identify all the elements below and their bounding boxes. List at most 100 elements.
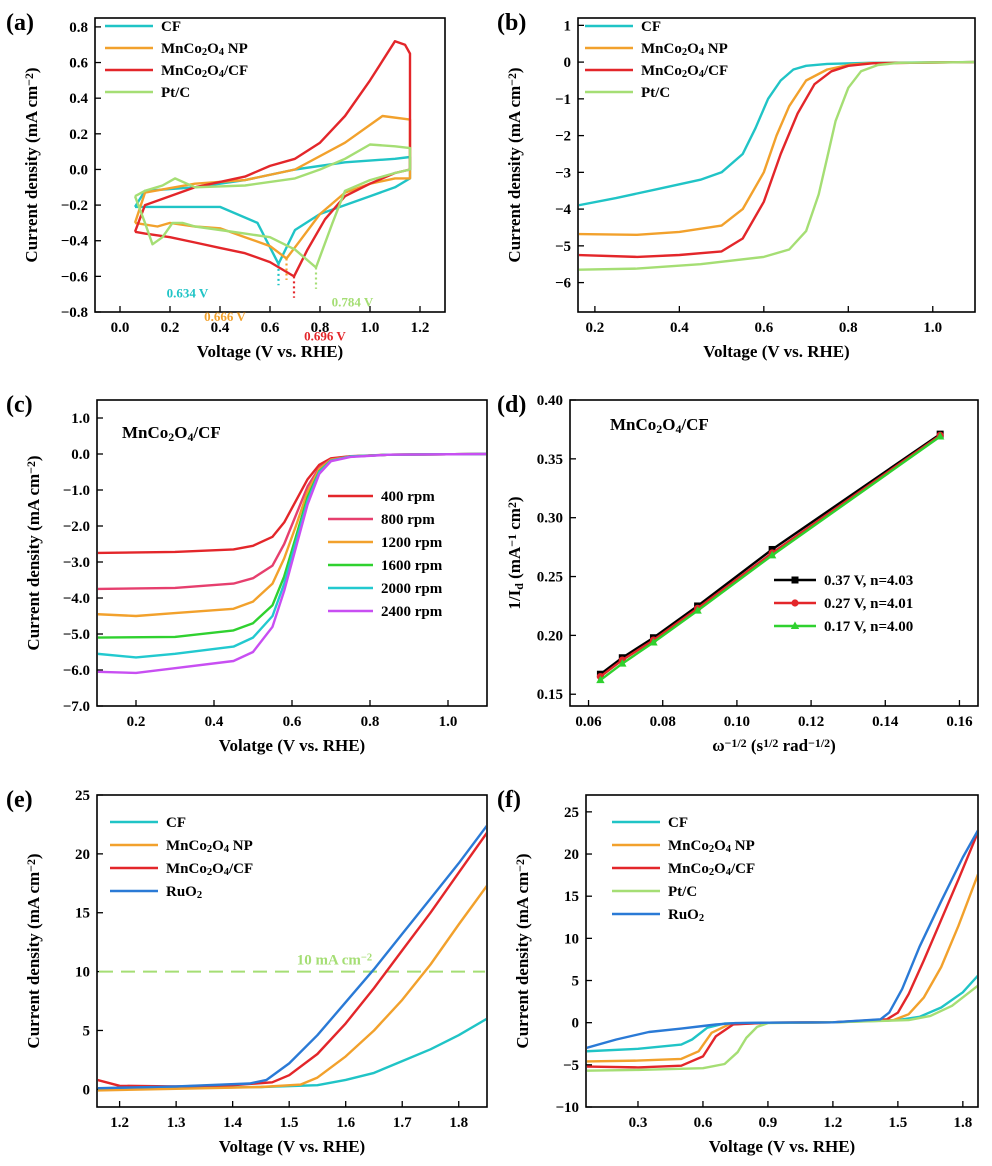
y-axis-label: Current density (mA cm−2) bbox=[505, 67, 524, 262]
legend-label: MnCo2O4/CF bbox=[641, 63, 728, 80]
legend-label: CF bbox=[161, 19, 181, 35]
series-line bbox=[587, 829, 977, 1049]
y-tick-label: −6 bbox=[555, 276, 572, 292]
x-tick-label: 0.4 bbox=[670, 320, 689, 336]
data-point bbox=[596, 675, 605, 684]
y-tick-label: 0.15 bbox=[537, 687, 563, 703]
annotation-label: 0.666 V bbox=[204, 309, 246, 324]
x-axis-label: ω−1/2 (s1/2 rad−1/2) bbox=[712, 736, 836, 755]
series-line bbox=[587, 984, 977, 1072]
x-tick-label: 0.8 bbox=[311, 320, 330, 336]
y-tick-label: 5 bbox=[572, 974, 580, 990]
y-tick-label: −5 bbox=[555, 239, 571, 255]
x-tick-label: 1.8 bbox=[449, 1115, 468, 1131]
x-tick-label: 1.7 bbox=[393, 1115, 412, 1131]
y-tick-label: 20 bbox=[75, 847, 90, 863]
y-tick-label: −1 bbox=[555, 92, 571, 108]
plot-frame bbox=[569, 399, 979, 707]
y-tick-label: 5 bbox=[83, 1023, 91, 1039]
series-group bbox=[579, 60, 974, 271]
legend-label: MnCo2O4 NP bbox=[161, 41, 248, 58]
y-tick-label: −4.0 bbox=[63, 591, 90, 607]
x-tick-label: 1.2 bbox=[411, 320, 430, 336]
x-tick-label: 1.5 bbox=[280, 1115, 299, 1131]
y-tick-label: −0.6 bbox=[61, 269, 89, 285]
legend-label: MnCo2O4 NP bbox=[641, 41, 728, 58]
annotation-label: 0.696 V bbox=[304, 329, 346, 344]
x-axis-label: Voltage (V vs. RHE) bbox=[709, 1137, 855, 1156]
series-line bbox=[133, 143, 412, 269]
panel-label: (d) bbox=[497, 392, 526, 418]
legend-label: MnCo2O4 NP bbox=[668, 838, 755, 855]
y-tick-label: −5.0 bbox=[63, 627, 90, 643]
annotation-label: 0.784 V bbox=[332, 295, 374, 310]
x-tick-label: 0.6 bbox=[283, 714, 302, 730]
x-axis-label: Voltage (V vs. RHE) bbox=[703, 342, 849, 361]
chart-panel-d: 0.06 0.08 0.10 0.12 0.14 0.16 0.15 0.20 0.25 0.30… bbox=[497, 392, 979, 755]
series-line bbox=[98, 1017, 486, 1091]
y-tick-label: 0.30 bbox=[537, 511, 563, 527]
legend-label: 0.37 V, n=4.03 bbox=[824, 573, 913, 589]
legend-label: MnCo2O4/CF bbox=[161, 63, 248, 80]
y-axis-label: Current density (mA cm−2) bbox=[24, 455, 43, 650]
x-tick-label: 0.6 bbox=[754, 320, 773, 336]
y-tick-label: 0.0 bbox=[71, 447, 90, 463]
y-tick-label: 25 bbox=[75, 788, 90, 804]
y-tick-label: 0.6 bbox=[69, 56, 88, 72]
x-tick-label: 0.14 bbox=[872, 714, 899, 730]
y-tick-label: 15 bbox=[75, 906, 90, 922]
legend-label: CF bbox=[668, 815, 688, 831]
legend-label: MnCo2O4/CF bbox=[166, 861, 253, 878]
legend-label: Pt/C bbox=[668, 884, 697, 900]
x-tick-label: 1.3 bbox=[167, 1115, 186, 1131]
legend-marker bbox=[791, 576, 799, 584]
x-tick-label: 0.9 bbox=[759, 1115, 778, 1131]
panel-label: (f) bbox=[497, 787, 521, 813]
panel-label: (c) bbox=[6, 392, 33, 418]
y-tick-label: 0.25 bbox=[537, 570, 563, 586]
plot-frame bbox=[585, 794, 979, 1108]
y-tick-label: −3 bbox=[555, 165, 571, 181]
data-point bbox=[649, 637, 658, 646]
series-line bbox=[599, 434, 941, 678]
y-tick-label: 0.2 bbox=[69, 127, 88, 143]
y-tick-label: 25 bbox=[564, 805, 579, 821]
y-tick-label: −2 bbox=[555, 129, 571, 145]
y-tick-label: 0 bbox=[572, 1016, 580, 1032]
panel-label: (e) bbox=[6, 787, 33, 813]
legend-label: CF bbox=[166, 815, 186, 831]
x-tick-label: 0.12 bbox=[798, 714, 824, 730]
y-tick-label: 0 bbox=[564, 55, 572, 71]
series-group bbox=[587, 829, 977, 1072]
x-tick-label: 0.16 bbox=[946, 714, 973, 730]
y-tick-label: 0.20 bbox=[537, 628, 563, 644]
chart-panel-e: 1.2 1.3 1.4 1.5 1.6 1.7 1.8 0 5 10 15 20 25 Voltage (… bbox=[6, 787, 488, 1156]
x-tick-label: 0.08 bbox=[650, 714, 676, 730]
y-axis-label: Current density (mA cm−2) bbox=[513, 853, 532, 1048]
data-point bbox=[618, 659, 627, 667]
legend-label: 800 rpm bbox=[381, 512, 435, 528]
x-axis-label: Voltage (V vs. RHE) bbox=[197, 342, 343, 361]
plot-title: MnCo2O4/CF bbox=[122, 423, 221, 444]
series-line bbox=[579, 60, 974, 259]
x-tick-label: 1.0 bbox=[361, 320, 380, 336]
chart-panel-a: 0.0 0.2 0.4 0.6 0.8 1.0 1.2 −0.8 −0.6 −0.4 −0.2 0.0… bbox=[6, 10, 446, 361]
annotation-label: 0.634 V bbox=[167, 286, 209, 301]
legend-label: Pt/C bbox=[641, 85, 670, 101]
y-tick-label: 10 bbox=[564, 931, 579, 947]
y-tick-label: −0.8 bbox=[61, 305, 88, 321]
x-tick-label: 1.4 bbox=[223, 1115, 242, 1131]
legend-label: Pt/C bbox=[161, 85, 190, 101]
y-tick-label: 10 bbox=[75, 965, 90, 981]
x-tick-label: 0.06 bbox=[575, 714, 602, 730]
data-point bbox=[935, 431, 945, 440]
y-axis-label: 1/Id (mA−1 cm2) bbox=[505, 496, 526, 609]
plot-frame bbox=[96, 794, 488, 1108]
series-line bbox=[599, 433, 941, 676]
legend-marker bbox=[790, 621, 800, 629]
legend-label: 2000 rpm bbox=[381, 581, 443, 597]
x-tick-label: 0.2 bbox=[161, 320, 180, 336]
series-line bbox=[98, 452, 486, 659]
y-tick-label: 20 bbox=[564, 847, 579, 863]
series-line bbox=[579, 60, 974, 271]
